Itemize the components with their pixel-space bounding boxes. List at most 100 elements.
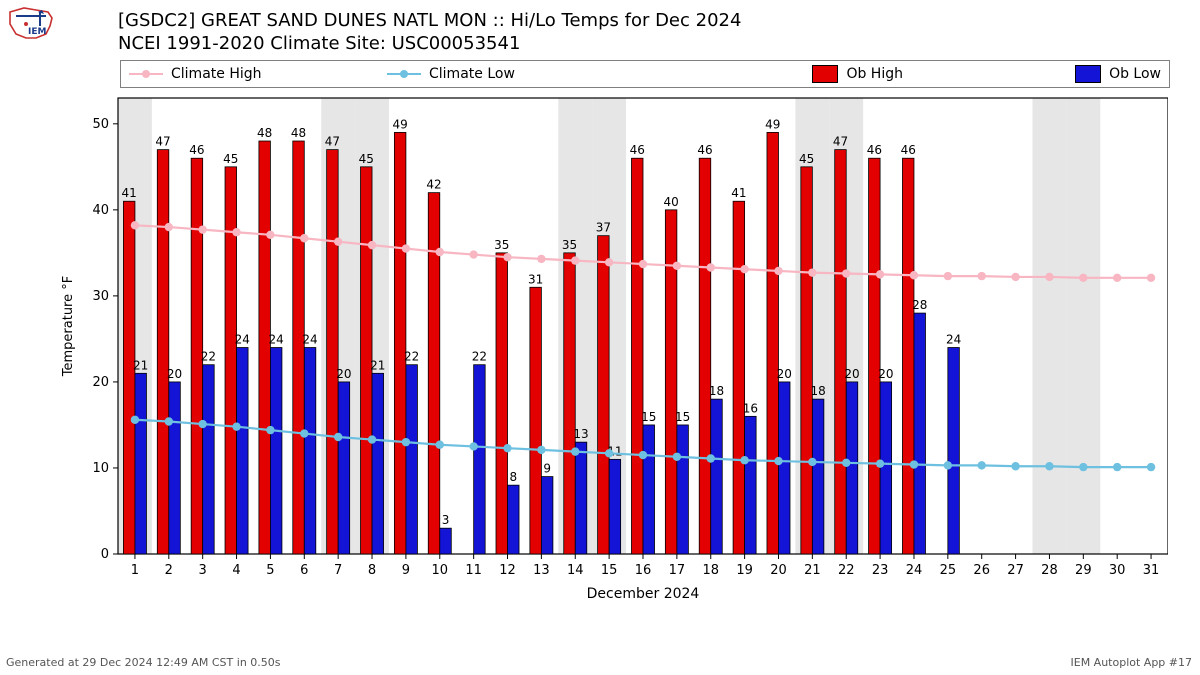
svg-text:49: 49: [765, 117, 780, 131]
svg-text:48: 48: [291, 126, 306, 140]
svg-text:45: 45: [799, 152, 814, 166]
svg-text:50: 50: [92, 117, 109, 132]
svg-text:1: 1: [131, 563, 139, 578]
svg-text:22: 22: [838, 563, 855, 578]
svg-text:15: 15: [601, 563, 618, 578]
svg-text:41: 41: [731, 186, 746, 200]
svg-text:24: 24: [302, 333, 317, 347]
svg-text:24: 24: [269, 333, 284, 347]
svg-text:40: 40: [92, 203, 109, 218]
svg-text:0: 0: [101, 547, 109, 562]
svg-text:18: 18: [810, 384, 825, 398]
svg-text:14: 14: [567, 563, 584, 578]
svg-text:46: 46: [697, 143, 712, 157]
svg-text:18: 18: [702, 563, 719, 578]
svg-text:46: 46: [630, 143, 645, 157]
legend-climate-high: Climate High: [129, 66, 387, 82]
svg-text:35: 35: [494, 238, 509, 252]
svg-text:17: 17: [669, 563, 686, 578]
svg-text:9: 9: [402, 563, 410, 578]
svg-text:42: 42: [426, 178, 441, 192]
svg-text:13: 13: [533, 563, 550, 578]
svg-text:5: 5: [266, 563, 274, 578]
svg-text:24: 24: [906, 563, 923, 578]
svg-text:46: 46: [189, 143, 204, 157]
svg-text:21: 21: [804, 563, 821, 578]
svg-text:31: 31: [528, 272, 543, 286]
svg-text:20: 20: [92, 375, 109, 390]
svg-text:22: 22: [201, 350, 216, 364]
svg-text:7: 7: [334, 563, 342, 578]
svg-text:19: 19: [736, 563, 753, 578]
svg-text:23: 23: [872, 563, 889, 578]
legend-label: Climate High: [171, 66, 262, 82]
svg-text:15: 15: [641, 410, 656, 424]
svg-text:47: 47: [325, 135, 340, 149]
svg-text:21: 21: [370, 358, 385, 372]
svg-text:30: 30: [92, 289, 109, 304]
svg-text:20: 20: [336, 367, 351, 381]
svg-text:9: 9: [543, 462, 551, 476]
svg-text:22: 22: [472, 350, 487, 364]
svg-text:10: 10: [432, 563, 449, 578]
svg-text:30: 30: [1109, 563, 1126, 578]
svg-text:46: 46: [901, 143, 916, 157]
chart: 01020304050Temperature °F123456789101112…: [118, 92, 1168, 612]
svg-text:47: 47: [833, 135, 848, 149]
svg-text:December 2024: December 2024: [587, 586, 700, 602]
svg-text:24: 24: [235, 333, 250, 347]
svg-text:25: 25: [940, 563, 957, 578]
svg-text:3: 3: [199, 563, 207, 578]
svg-text:Temperature °F: Temperature °F: [61, 276, 76, 377]
svg-text:45: 45: [223, 152, 238, 166]
svg-text:IEM: IEM: [28, 27, 46, 37]
svg-text:20: 20: [770, 563, 787, 578]
svg-text:26: 26: [973, 563, 990, 578]
legend-ob-high: Ob High: [645, 65, 903, 83]
svg-text:2: 2: [165, 563, 173, 578]
svg-text:41: 41: [122, 186, 137, 200]
svg-text:27: 27: [1007, 563, 1024, 578]
svg-text:46: 46: [867, 143, 882, 157]
footer-app: IEM Autoplot App #17: [1071, 656, 1193, 669]
svg-text:8: 8: [368, 563, 376, 578]
iem-logo: IEM: [6, 4, 56, 42]
legend-climate-low: Climate Low: [387, 66, 645, 82]
svg-text:6: 6: [300, 563, 308, 578]
svg-text:29: 29: [1075, 563, 1092, 578]
svg-text:12: 12: [499, 563, 516, 578]
svg-text:16: 16: [635, 563, 652, 578]
svg-text:45: 45: [359, 152, 374, 166]
svg-text:16: 16: [743, 401, 758, 415]
svg-text:28: 28: [1041, 563, 1058, 578]
svg-text:40: 40: [663, 195, 678, 209]
svg-text:28: 28: [912, 298, 927, 312]
svg-text:15: 15: [675, 410, 690, 424]
legend-label: Climate Low: [429, 66, 515, 82]
svg-text:37: 37: [596, 221, 611, 235]
svg-text:20: 20: [167, 367, 182, 381]
svg-text:20: 20: [844, 367, 859, 381]
svg-text:35: 35: [562, 238, 577, 252]
svg-text:48: 48: [257, 126, 272, 140]
svg-text:24: 24: [946, 333, 961, 347]
svg-text:47: 47: [155, 135, 170, 149]
chart-title: [GSDC2] GREAT SAND DUNES NATL MON :: Hi/…: [118, 10, 741, 54]
svg-text:11: 11: [465, 563, 482, 578]
title-line-1: [GSDC2] GREAT SAND DUNES NATL MON :: Hi/…: [118, 10, 741, 31]
legend-label: Ob High: [846, 66, 903, 82]
svg-text:31: 31: [1143, 563, 1160, 578]
svg-text:20: 20: [777, 367, 792, 381]
svg-text:3: 3: [442, 513, 450, 527]
svg-text:18: 18: [709, 384, 724, 398]
title-line-2: NCEI 1991-2020 Climate Site: USC00053541: [118, 33, 741, 54]
svg-text:4: 4: [232, 563, 240, 578]
svg-text:49: 49: [393, 117, 408, 131]
svg-text:8: 8: [509, 470, 517, 484]
legend: Climate High Climate Low Ob High Ob Low: [120, 60, 1170, 88]
legend-ob-low: Ob Low: [903, 65, 1161, 83]
legend-label: Ob Low: [1109, 66, 1161, 82]
svg-text:10: 10: [92, 461, 109, 476]
svg-text:20: 20: [878, 367, 893, 381]
svg-text:13: 13: [573, 427, 588, 441]
